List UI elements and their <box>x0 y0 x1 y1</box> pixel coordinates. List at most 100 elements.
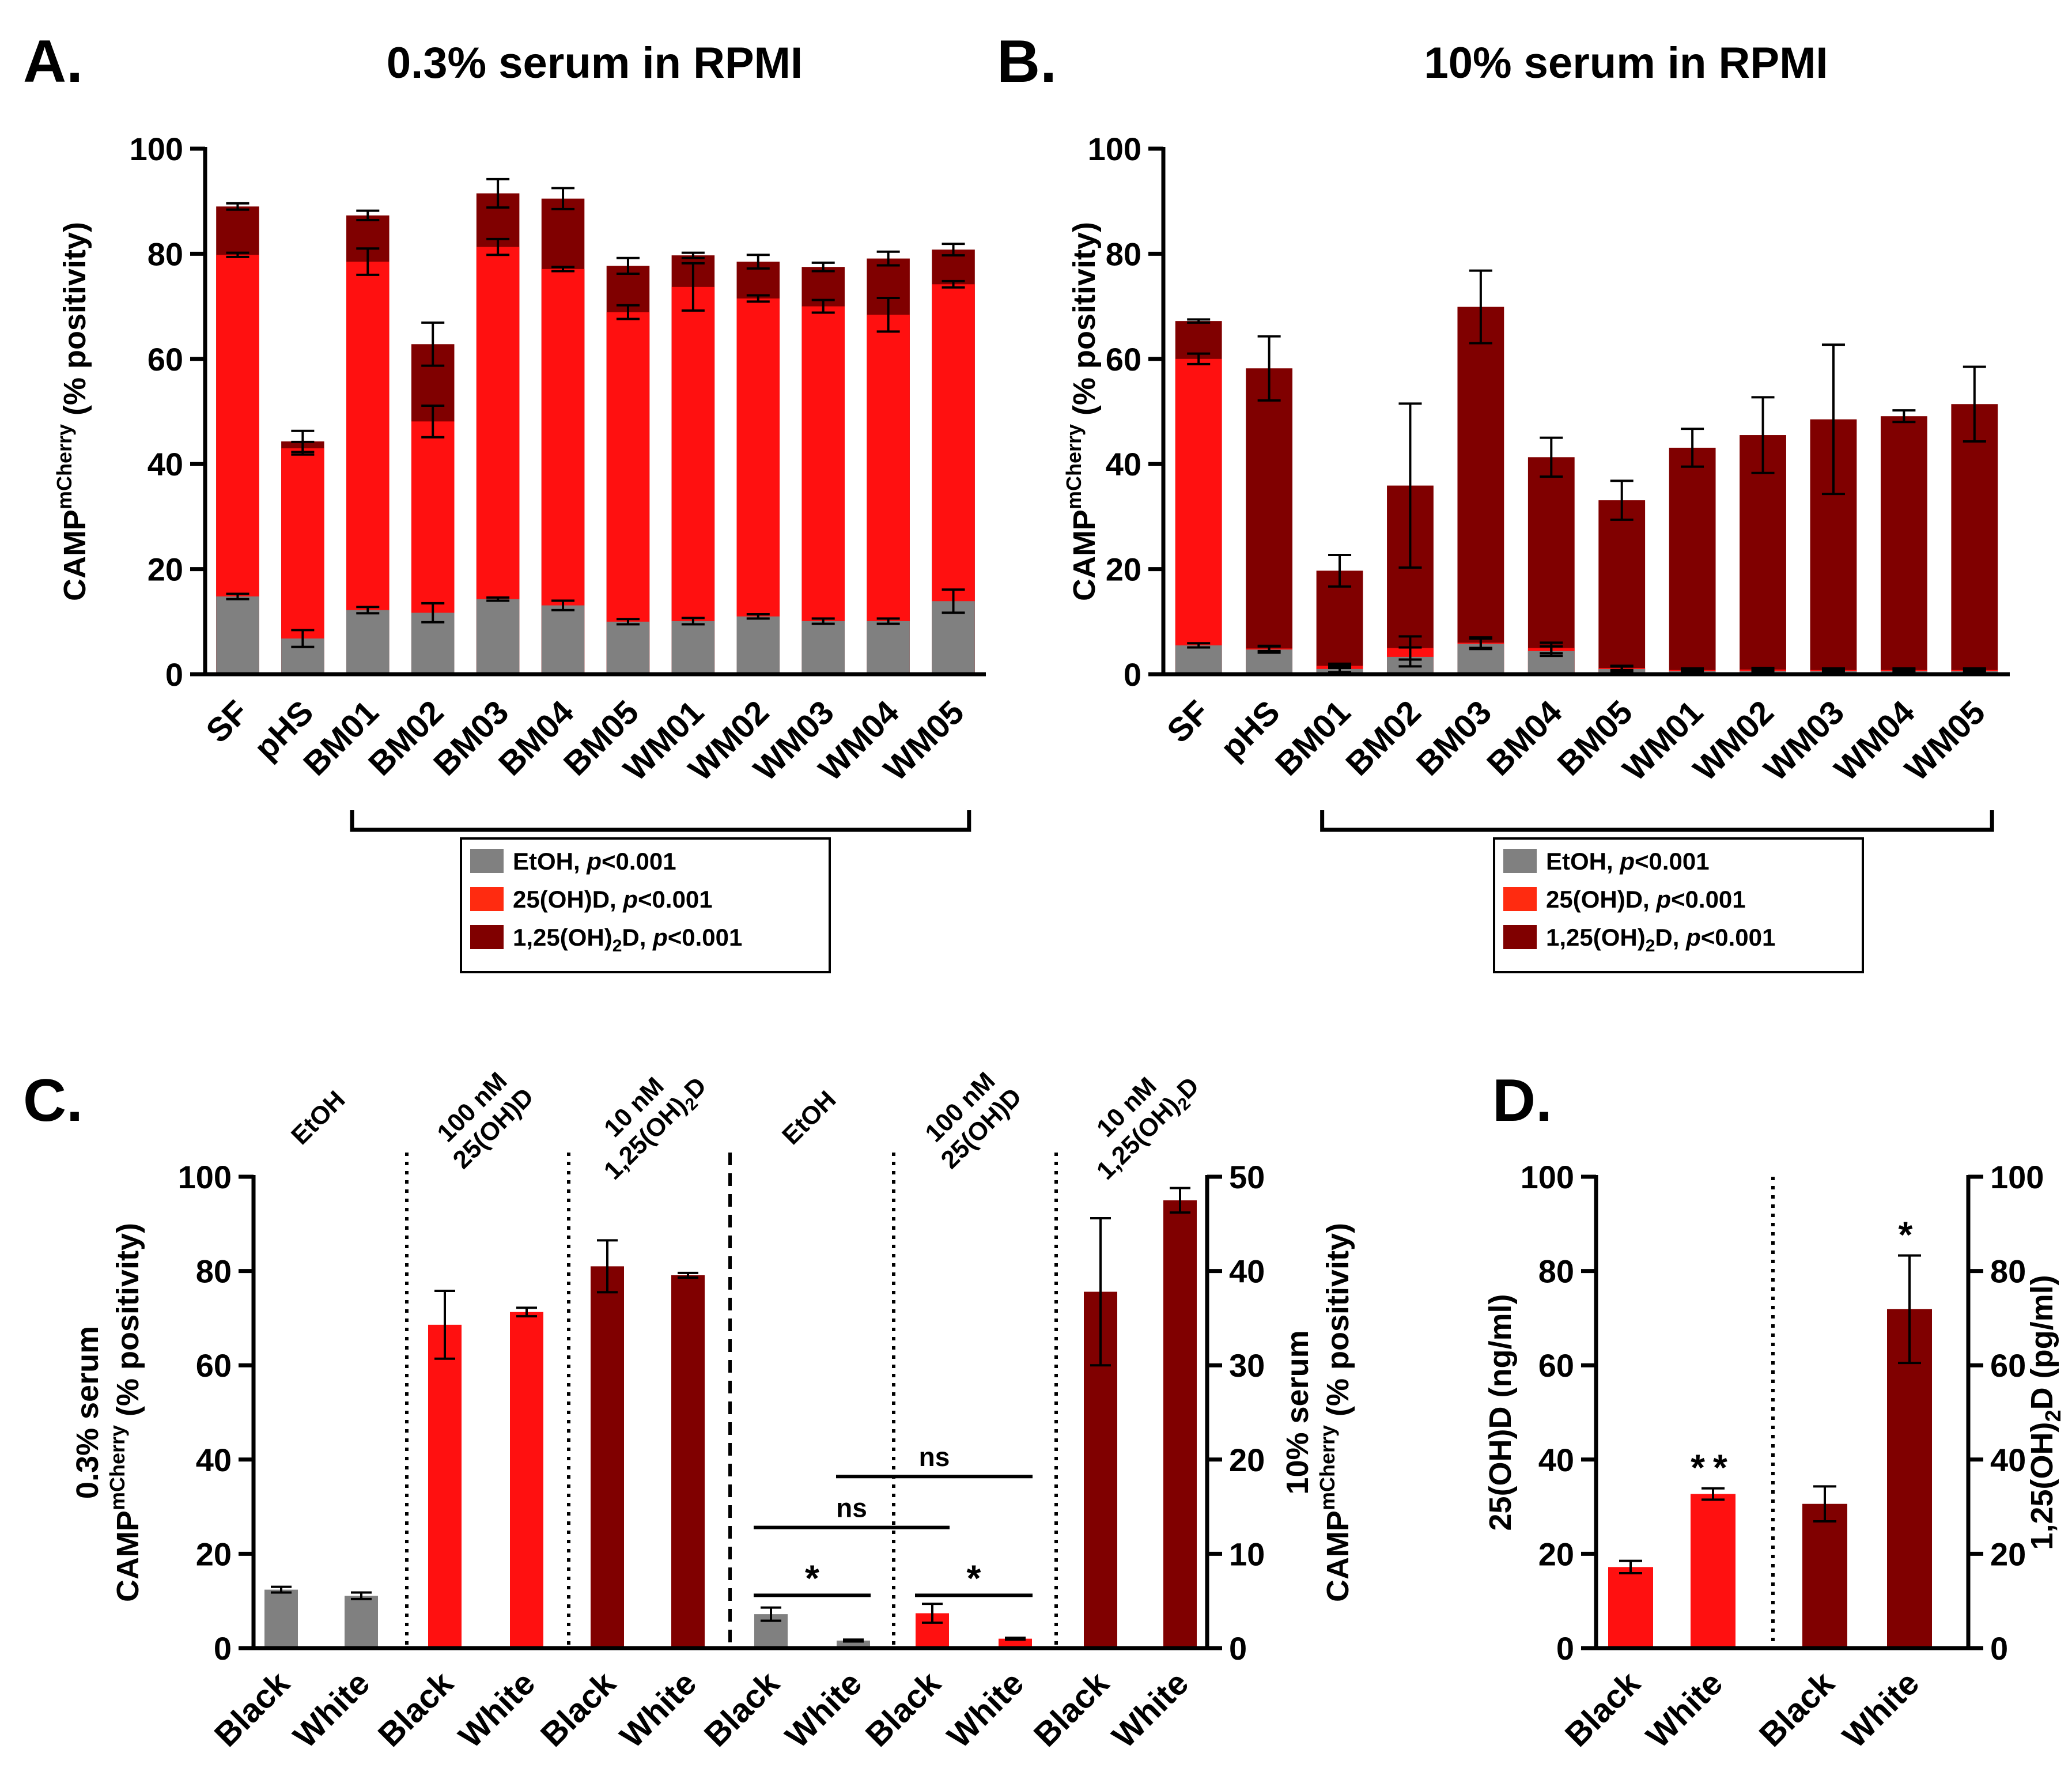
panel-A-legend-p-value: <0.001 <box>668 924 743 951</box>
panel-A-bar-group-WM02 <box>736 262 780 675</box>
panel-B-error-25ohd-SF <box>1187 352 1211 365</box>
panel-B-y-tick-label: 80 <box>1106 236 1141 272</box>
panel-A-legend-label-1: 25(OH)D, p<0.001 <box>513 886 713 913</box>
panel-D-y-tick-label-right: 100 <box>1990 1159 2044 1195</box>
panel-B-category-label-SF: SF <box>1160 693 1216 750</box>
panel-C-error-0.3%-d125-Black <box>597 1239 618 1294</box>
panel-C-condition-text: EtOH <box>286 1086 350 1150</box>
panel-A-bar-group-BM02 <box>411 344 455 674</box>
panel-A-y-label-main: CAMP <box>58 509 92 601</box>
panel-B-error-125oh2d-BM02 <box>1398 402 1422 569</box>
panel-B-error-25ohd-BM02 <box>1398 635 1422 661</box>
panel-C-y-label-left-rest: (% positivity) <box>111 1223 145 1425</box>
panel-B-error-25ohd-BM01 <box>1328 662 1352 670</box>
panel-B-y-label-main: CAMP <box>1067 509 1102 601</box>
panel-D-y-label-right-b: D (pg/ml) <box>2025 1275 2059 1410</box>
panel-A-legend-label-text2: D, <box>622 924 653 951</box>
panel-B-error-125oh2d-BM03 <box>1469 269 1492 345</box>
panel-A-bar-etoh-WM01 <box>671 621 715 674</box>
panel-B-legend-label-text2: D, <box>1655 924 1686 951</box>
panel-B-legend-p-value: <0.001 <box>1701 924 1776 951</box>
panel-C-y-label-right-main: CAMP <box>1321 1510 1355 1602</box>
panel-B-error-125oh2d-SF <box>1187 318 1211 324</box>
panel-A-error-etoh-BM05 <box>616 618 640 626</box>
panel-B-bar-125oh2d-BM03 <box>1457 307 1504 674</box>
panel-A-bar-25ohd-WM04 <box>867 315 910 674</box>
panel-C-error-0.3%-d25-Black <box>434 1289 455 1360</box>
panel-C-category-label-Black: Black <box>534 1664 623 1754</box>
panel-C-y-tick-label-right: 30 <box>1229 1347 1265 1384</box>
panel-A-bar-etoh-WM03 <box>801 621 845 674</box>
panel-C-error-10%-etoh-White <box>843 1638 864 1643</box>
panel-A-bar-etoh-BM01 <box>346 610 390 674</box>
panel-D-bar-d125-White <box>1887 1309 1932 1648</box>
panel-A-letter: A. <box>23 28 83 95</box>
panel-C-category-label-White: White <box>286 1664 377 1755</box>
panel-B-legend-label-2: 1,25(OH)2D, p<0.001 <box>1546 924 1775 955</box>
panel-A-error-etoh-WM05 <box>942 588 965 614</box>
panel-B-bar-125oh2d-BM01 <box>1316 571 1363 674</box>
panel-A-legend-label-text: 1,25(OH) <box>513 924 612 951</box>
panel-C-error-0.3%-d25-White <box>516 1306 537 1318</box>
panel-C-y-tick-label: 100 <box>178 1159 232 1195</box>
panel-C-y-label-left-line2: CAMPmCherry (% positivity) <box>105 1223 145 1602</box>
panel-A-significance-bracket <box>350 810 971 832</box>
panel-A-y-tick-label: 20 <box>148 551 183 588</box>
panel-A-error-25ohd-BM02 <box>421 404 445 439</box>
panel-B-bar-etoh-SF <box>1175 645 1222 674</box>
panel-D-error-d125-White <box>1898 1254 1921 1365</box>
panel-C-error-0.3%-d125-White <box>678 1271 698 1279</box>
panel-B-bar-group-BM04 <box>1527 457 1575 674</box>
panel-B-error-25ohd-WM03 <box>1821 667 1845 673</box>
panel-C-category-label-White: White <box>778 1664 869 1755</box>
panel-A-legend-label-text: 25(OH)D, <box>513 886 623 913</box>
panel-C-y-label-left-main: CAMP <box>111 1510 145 1602</box>
panel-C-condition-label-5: 10 nM1,25(OH)2D <box>1070 1051 1208 1188</box>
panel-C-bar-10%-d125-White <box>1163 1200 1197 1648</box>
panel-B-legend-swatch-1 <box>1503 887 1537 911</box>
panel-C-condition-text: EtOH <box>777 1086 841 1150</box>
panel-C-condition-label-0: EtOH <box>286 1086 350 1150</box>
panel-C-error-0.3%-etoh-White <box>351 1591 372 1600</box>
panel-B-category-label-WM05: WM05 <box>1898 693 1992 788</box>
panel-A-y-tick-label: 0 <box>165 656 183 693</box>
panel-B-title: 10% serum in RPMI <box>1424 39 1828 88</box>
panel-B-error-25ohd-BM05 <box>1610 664 1634 671</box>
panel-C-bar-10%-d25-White <box>999 1638 1032 1648</box>
panel-A-error-25ohd-SF <box>226 251 249 258</box>
panel-C-category-label-Black: Black <box>371 1664 461 1754</box>
panel-B-bar-group-BM03 <box>1457 307 1504 674</box>
panel-C-category-label-Black: Black <box>697 1664 787 1754</box>
panel-B-legend-swatch-0 <box>1503 849 1537 873</box>
panel-D-significance-star: * <box>1899 1214 1921 1256</box>
panel-B-category-label-BM04: BM04 <box>1480 693 1569 783</box>
panel-B-error-25ohd-pHS <box>1257 644 1281 652</box>
panel-A-error-25ohd-BM05 <box>616 304 640 320</box>
panel-A-error-125oh2d-SF <box>226 202 249 211</box>
panel-A-legend-label-0: EtOH, p<0.001 <box>513 848 676 875</box>
panel-A-legend-label-text: EtOH, <box>513 848 587 875</box>
panel-D-y-tick-label: 40 <box>1538 1442 1574 1478</box>
panel-A-error-25ohd-WM01 <box>681 262 705 312</box>
panel-D-y-label-left-text: 25(OH)D (ng/ml) <box>1483 1294 1518 1531</box>
panel-A-legend-p-value: <0.001 <box>638 886 713 913</box>
panel-A-error-125oh2d-WM03 <box>811 261 835 273</box>
panel-C-y-label-left-line1: 0.3% serum <box>70 1326 105 1499</box>
panel-C-error-10%-d125-Black <box>1090 1216 1111 1367</box>
panel-B-category-label-WM04: WM04 <box>1827 693 1922 788</box>
panel-D-y-tick-label-right: 0 <box>1990 1630 2008 1667</box>
panel-C-y-label-right-line2: CAMPmCherry (% positivity) <box>1315 1223 1355 1602</box>
panel-B-error-125oh2d-WM05 <box>1963 365 1986 443</box>
panel-C-annotation-label-2: ns <box>836 1493 867 1523</box>
panel-A-y-label: CAMPmCherry (% positivity) <box>52 222 92 601</box>
panel-D-y-tick-label-right: 40 <box>1990 1442 2026 1478</box>
panel-D-y-tick-label: 0 <box>1556 1630 1574 1667</box>
panel-D-bar-d25-Black <box>1608 1567 1653 1648</box>
panel-A-legend-label-2: 1,25(OH)2D, p<0.001 <box>513 924 742 955</box>
panel-B-error-25ohd-WM01 <box>1681 667 1704 673</box>
panel-D-error-d25-White <box>1702 1487 1725 1501</box>
panel-B-y-tick-label: 60 <box>1106 341 1141 377</box>
panel-A-y-tick-label: 80 <box>148 236 183 272</box>
panel-A-error-25ohd-BM01 <box>356 247 380 276</box>
panel-B-bar-125oh2d-BM04 <box>1527 457 1575 674</box>
